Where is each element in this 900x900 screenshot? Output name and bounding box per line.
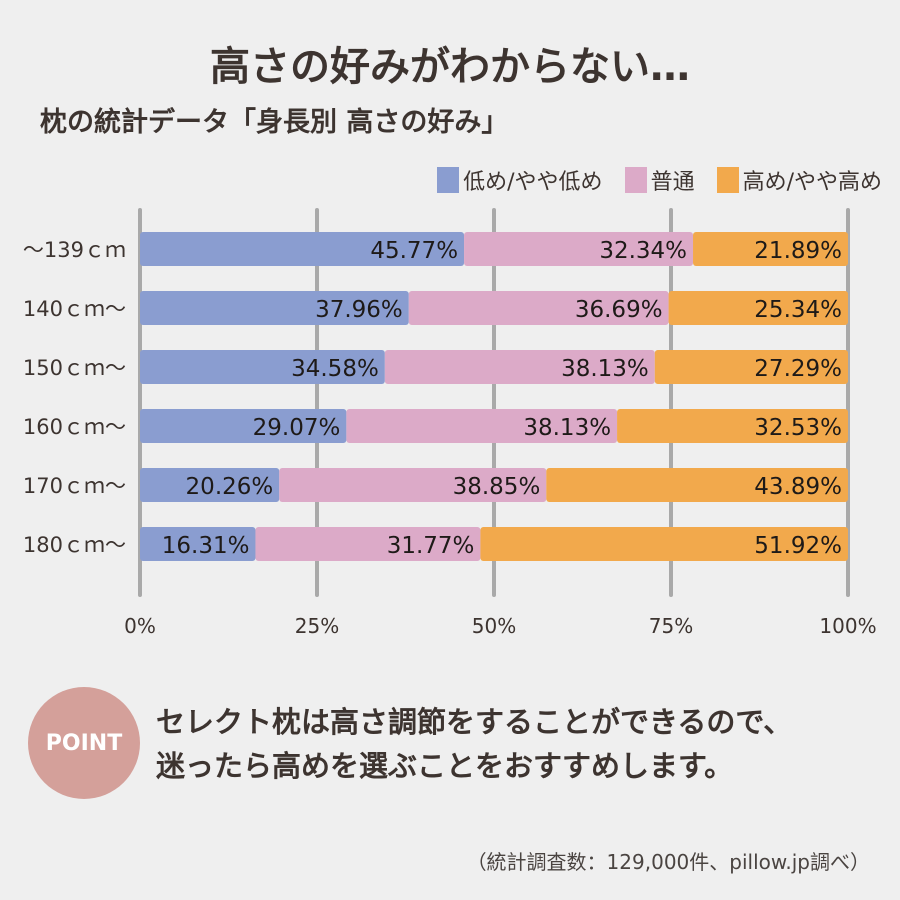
data-label: 38.13% [561, 356, 649, 382]
data-label: 16.31% [162, 533, 250, 559]
x-tick-label: 0% [124, 614, 156, 638]
bar-segment [140, 409, 347, 443]
bar-segment [654, 350, 848, 384]
source-note: （統計調査数：129,000件、pillow.jp調べ） [466, 850, 870, 874]
bar-segment [408, 291, 669, 325]
data-label: 37.96% [315, 297, 403, 323]
point-line: 迷ったら高めを選ぶことをおすすめします。 [156, 749, 734, 783]
bar-segment [279, 468, 547, 502]
category-label: 140ｃｍ～ [23, 297, 126, 321]
data-label: 38.85% [453, 474, 541, 500]
bar-segment [255, 527, 481, 561]
x-tick-label: 75% [649, 614, 693, 638]
data-label: 29.07% [253, 415, 341, 441]
category-label: 170ｃｍ～ [23, 474, 126, 498]
x-tick-label: 100% [819, 614, 876, 638]
legend-swatch [624, 167, 647, 193]
chart-subtitle: 枕の統計データ「身長別 高さの好み」 [40, 107, 509, 138]
category-label: 180ｃｍ～ [23, 533, 126, 557]
page-title: 高さの好みがわからない… [210, 44, 690, 90]
bar-segment [464, 232, 694, 266]
legend-item-high: 高め/やや高め [716, 164, 882, 196]
legend: 低め/やや低め 普通 高め/やや高め [437, 164, 882, 196]
legend-label: 高め/やや高め [742, 170, 882, 195]
legend-swatch [716, 167, 739, 193]
bar-segment [140, 468, 280, 502]
legend-item-normal: 普通 [624, 164, 695, 196]
point-text: セレクト枕は高さ調節をすることができるので、 迷ったら高めを選ぶことをおすすめし… [156, 700, 792, 788]
legend-label: 低め/やや低め [463, 170, 603, 195]
bar-segment [546, 468, 848, 502]
data-label: 32.34% [599, 238, 687, 264]
data-label: 45.77% [370, 238, 458, 264]
data-label: 38.13% [523, 415, 611, 441]
data-label: 32.53% [754, 415, 842, 441]
bar-segment [140, 291, 409, 325]
bar-segment [693, 232, 848, 266]
stacked-bar-chart: 0% 25% 50% 75% 100% ～139ｃｍ 45.77% 32.34% 21.89% 1… [23, 208, 877, 638]
data-label: 21.89% [754, 238, 842, 264]
legend-item-low: 低め/やや低め [437, 164, 603, 196]
legend-swatch [437, 167, 460, 193]
data-label: 27.29% [754, 356, 842, 382]
data-label: 31.77% [387, 533, 475, 559]
legend-label: 普通 [650, 170, 695, 195]
bar-segment [617, 409, 848, 443]
data-label: 51.92% [754, 533, 842, 559]
x-tick-label: 50% [472, 614, 516, 638]
bar-segment [346, 409, 618, 443]
bar-segment [668, 291, 848, 325]
data-label: 34.58% [291, 356, 379, 382]
bar-segment [140, 350, 385, 384]
data-label: 25.34% [754, 297, 842, 323]
category-label: 160ｃｍ～ [23, 415, 126, 439]
data-label: 36.69% [575, 297, 663, 323]
x-tick-label: 25% [295, 614, 339, 638]
bar-segment [384, 350, 655, 384]
bar-segment [140, 527, 256, 561]
bar-segment [480, 527, 848, 561]
point-line: セレクト枕は高さ調節をすることができるので、 [156, 705, 793, 739]
data-label: 20.26% [186, 474, 274, 500]
category-label: ～139ｃｍ [23, 238, 126, 262]
point-badge: POINT [28, 687, 140, 799]
category-label: 150ｃｍ～ [23, 356, 126, 380]
data-label: 43.89% [754, 474, 842, 500]
bar-segment [140, 232, 465, 266]
